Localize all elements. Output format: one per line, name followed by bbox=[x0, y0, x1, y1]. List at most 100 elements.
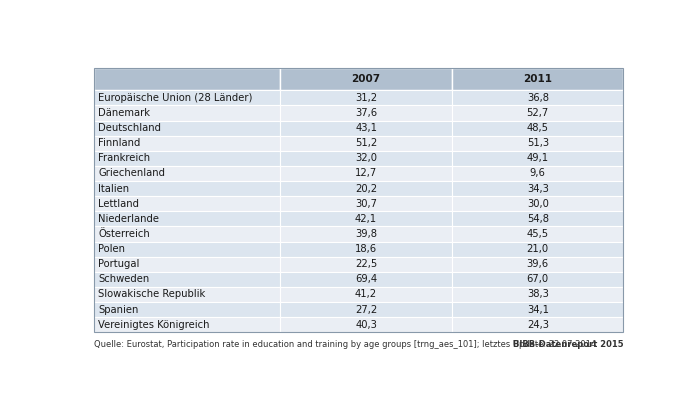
Bar bbox=[452, 181, 624, 196]
Bar bbox=[280, 272, 452, 287]
Bar bbox=[94, 136, 280, 151]
Text: 22,5: 22,5 bbox=[355, 259, 377, 269]
Text: 30,0: 30,0 bbox=[527, 199, 549, 209]
Text: Portugal: Portugal bbox=[98, 259, 140, 269]
Bar bbox=[94, 166, 280, 181]
Text: 24,3: 24,3 bbox=[527, 320, 549, 330]
Text: 27,2: 27,2 bbox=[355, 305, 377, 315]
Text: Niederlande: Niederlande bbox=[98, 214, 160, 224]
Bar bbox=[280, 68, 452, 90]
Text: 34,3: 34,3 bbox=[527, 184, 549, 193]
Text: 43,1: 43,1 bbox=[355, 123, 377, 133]
Text: Slowakische Republik: Slowakische Republik bbox=[98, 289, 206, 299]
Bar bbox=[94, 196, 280, 211]
Bar bbox=[452, 211, 624, 226]
Bar bbox=[280, 211, 452, 226]
Bar bbox=[280, 241, 452, 257]
Text: Polen: Polen bbox=[98, 244, 125, 254]
Bar bbox=[280, 151, 452, 166]
Text: 36,8: 36,8 bbox=[527, 93, 549, 103]
Text: 41,2: 41,2 bbox=[355, 289, 377, 299]
Text: 39,8: 39,8 bbox=[355, 229, 377, 239]
Text: 52,7: 52,7 bbox=[526, 108, 549, 118]
Text: 12,7: 12,7 bbox=[355, 168, 377, 179]
Text: 45,5: 45,5 bbox=[526, 229, 549, 239]
Bar bbox=[452, 317, 624, 332]
Bar bbox=[94, 68, 280, 90]
Bar bbox=[280, 257, 452, 272]
Bar bbox=[94, 302, 280, 317]
Bar bbox=[452, 120, 624, 136]
Text: 42,1: 42,1 bbox=[355, 214, 377, 224]
Text: 37,6: 37,6 bbox=[355, 108, 377, 118]
Text: BIBB-Datenreport 2015: BIBB-Datenreport 2015 bbox=[513, 340, 624, 349]
Text: 31,2: 31,2 bbox=[355, 93, 377, 103]
Bar bbox=[280, 287, 452, 302]
Text: 48,5: 48,5 bbox=[527, 123, 549, 133]
Text: Schweden: Schweden bbox=[98, 274, 150, 285]
Text: Deutschland: Deutschland bbox=[98, 123, 161, 133]
Bar bbox=[452, 257, 624, 272]
Bar bbox=[280, 136, 452, 151]
Text: 69,4: 69,4 bbox=[355, 274, 377, 285]
Text: 2011: 2011 bbox=[524, 74, 552, 84]
Bar bbox=[94, 272, 280, 287]
Bar bbox=[94, 317, 280, 332]
Bar bbox=[94, 181, 280, 196]
Bar bbox=[94, 226, 280, 241]
Text: 2007: 2007 bbox=[351, 74, 381, 84]
Bar bbox=[94, 106, 280, 120]
Text: Lettland: Lettland bbox=[98, 199, 139, 209]
Bar bbox=[94, 287, 280, 302]
Bar bbox=[452, 136, 624, 151]
Bar bbox=[94, 257, 280, 272]
Text: 40,3: 40,3 bbox=[355, 320, 377, 330]
Bar bbox=[94, 90, 280, 106]
Bar bbox=[280, 302, 452, 317]
Bar bbox=[452, 106, 624, 120]
Text: Europäische Union (28 Länder): Europäische Union (28 Länder) bbox=[98, 93, 253, 103]
Bar bbox=[280, 166, 452, 181]
Text: 34,1: 34,1 bbox=[527, 305, 549, 315]
Text: 32,0: 32,0 bbox=[355, 154, 377, 163]
Bar bbox=[94, 68, 624, 332]
Text: Frankreich: Frankreich bbox=[98, 154, 150, 163]
Text: Quelle: Eurostat, Participation rate in education and training by age groups [tr: Quelle: Eurostat, Participation rate in … bbox=[94, 340, 596, 349]
Bar bbox=[94, 211, 280, 226]
Bar bbox=[94, 241, 280, 257]
Bar bbox=[94, 120, 280, 136]
Text: 21,0: 21,0 bbox=[526, 244, 549, 254]
Bar bbox=[452, 302, 624, 317]
Text: 49,1: 49,1 bbox=[526, 154, 549, 163]
Bar bbox=[452, 166, 624, 181]
Text: Österreich: Österreich bbox=[98, 229, 150, 239]
Bar bbox=[452, 151, 624, 166]
Bar bbox=[452, 90, 624, 106]
Text: 38,3: 38,3 bbox=[527, 289, 549, 299]
Text: 30,7: 30,7 bbox=[355, 199, 377, 209]
Bar bbox=[452, 287, 624, 302]
Text: 51,3: 51,3 bbox=[526, 138, 549, 148]
Bar bbox=[452, 68, 624, 90]
Bar bbox=[280, 90, 452, 106]
Text: Spanien: Spanien bbox=[98, 305, 139, 315]
Text: 18,6: 18,6 bbox=[355, 244, 377, 254]
Text: 54,8: 54,8 bbox=[527, 214, 549, 224]
Bar bbox=[452, 196, 624, 211]
Text: Finnland: Finnland bbox=[98, 138, 141, 148]
Text: 9,6: 9,6 bbox=[530, 168, 546, 179]
Text: 20,2: 20,2 bbox=[355, 184, 377, 193]
Bar bbox=[280, 181, 452, 196]
Bar bbox=[280, 226, 452, 241]
Bar bbox=[452, 272, 624, 287]
Bar bbox=[280, 196, 452, 211]
Bar bbox=[452, 226, 624, 241]
Bar bbox=[280, 120, 452, 136]
Text: Griechenland: Griechenland bbox=[98, 168, 165, 179]
Bar bbox=[280, 106, 452, 120]
Text: Italien: Italien bbox=[98, 184, 130, 193]
Text: 67,0: 67,0 bbox=[526, 274, 549, 285]
Text: Dänemark: Dänemark bbox=[98, 108, 150, 118]
Bar bbox=[94, 151, 280, 166]
Bar bbox=[280, 317, 452, 332]
